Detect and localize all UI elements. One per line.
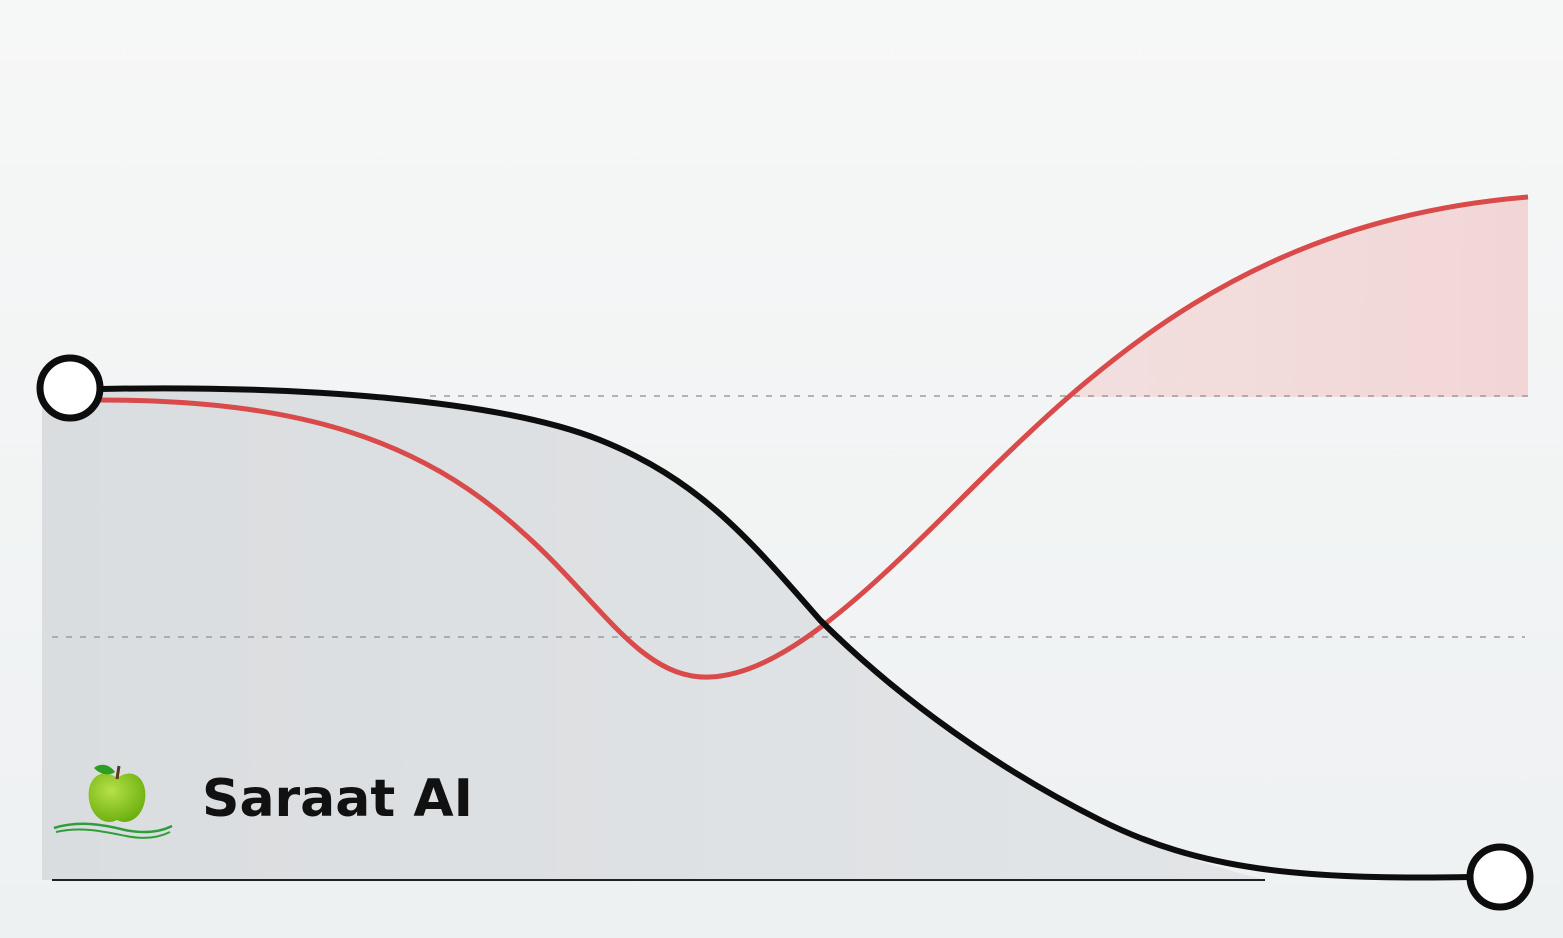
brand-name: Saraat AI [202, 769, 473, 829]
logo-icon [53, 764, 173, 839]
start-node [36, 354, 104, 422]
black-curve [99, 385, 1471, 881]
area-fill [42, 388, 1265, 880]
red-curve [99, 194, 1529, 680]
highlight-area [1068, 197, 1528, 397]
end-node [1466, 843, 1534, 911]
